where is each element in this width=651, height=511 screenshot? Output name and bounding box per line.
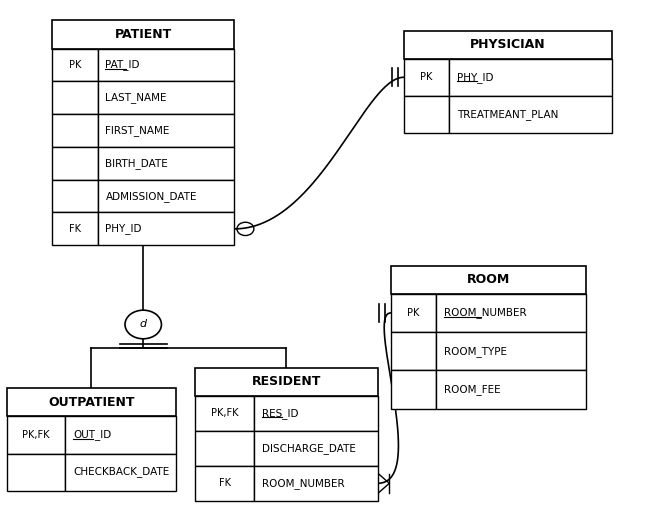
Bar bbox=[404, 31, 612, 59]
Bar bbox=[52, 49, 98, 81]
Bar bbox=[98, 81, 234, 114]
Text: RESIDENT: RESIDENT bbox=[252, 376, 321, 388]
Text: PHY_ID: PHY_ID bbox=[457, 72, 493, 83]
Text: ROOM: ROOM bbox=[467, 273, 510, 286]
Text: OUT_ID: OUT_ID bbox=[73, 430, 111, 440]
Bar bbox=[7, 416, 65, 454]
Bar bbox=[195, 368, 378, 396]
Bar bbox=[65, 416, 176, 454]
Bar bbox=[404, 96, 449, 133]
Bar bbox=[98, 213, 234, 245]
Bar bbox=[195, 466, 254, 501]
Bar bbox=[254, 466, 378, 501]
Bar bbox=[52, 180, 98, 213]
Text: DISCHARGE_DATE: DISCHARGE_DATE bbox=[262, 443, 355, 454]
Bar bbox=[391, 294, 436, 332]
Text: PHY_ID: PHY_ID bbox=[105, 223, 142, 235]
Text: TREATMEANT_PLAN: TREATMEANT_PLAN bbox=[457, 109, 559, 120]
Bar bbox=[52, 114, 98, 147]
Text: RES_ID: RES_ID bbox=[262, 408, 298, 419]
Bar bbox=[65, 454, 176, 491]
Bar bbox=[7, 454, 65, 491]
Bar bbox=[449, 59, 612, 96]
Bar bbox=[391, 370, 436, 409]
Bar bbox=[254, 431, 378, 466]
Bar bbox=[254, 396, 378, 431]
Text: ADMISSION_DATE: ADMISSION_DATE bbox=[105, 191, 197, 201]
Bar bbox=[436, 294, 586, 332]
Text: FK: FK bbox=[69, 224, 81, 234]
Bar bbox=[436, 370, 586, 409]
Bar bbox=[98, 49, 234, 81]
Text: PK,FK: PK,FK bbox=[211, 408, 238, 419]
Text: ROOM_NUMBER: ROOM_NUMBER bbox=[262, 478, 344, 489]
Bar bbox=[98, 180, 234, 213]
Bar bbox=[195, 431, 254, 466]
Text: PK: PK bbox=[68, 60, 81, 70]
Text: FIRST_NAME: FIRST_NAME bbox=[105, 125, 170, 136]
Text: PHYSICIAN: PHYSICIAN bbox=[470, 38, 546, 51]
Bar bbox=[391, 332, 436, 370]
Bar bbox=[52, 213, 98, 245]
Bar bbox=[391, 266, 586, 294]
Bar bbox=[98, 114, 234, 147]
Text: BIRTH_DATE: BIRTH_DATE bbox=[105, 158, 168, 169]
Text: OUTPATIENT: OUTPATIENT bbox=[48, 396, 134, 409]
Bar bbox=[52, 20, 234, 49]
Text: PATIENT: PATIENT bbox=[115, 28, 172, 41]
Bar bbox=[52, 81, 98, 114]
Bar bbox=[449, 96, 612, 133]
Text: LAST_NAME: LAST_NAME bbox=[105, 92, 167, 103]
Text: PK,FK: PK,FK bbox=[22, 430, 49, 440]
Bar bbox=[436, 332, 586, 370]
Text: ROOM_TYPE: ROOM_TYPE bbox=[444, 346, 507, 357]
Text: PK: PK bbox=[420, 72, 433, 82]
Text: d: d bbox=[140, 319, 146, 330]
Text: ROOM_FEE: ROOM_FEE bbox=[444, 384, 501, 395]
Text: FK: FK bbox=[219, 478, 230, 489]
Bar bbox=[52, 147, 98, 180]
Bar bbox=[98, 147, 234, 180]
Text: CHECKBACK_DATE: CHECKBACK_DATE bbox=[73, 467, 169, 477]
Bar bbox=[404, 59, 449, 96]
Text: PAT_ID: PAT_ID bbox=[105, 59, 140, 71]
Text: ROOM_NUMBER: ROOM_NUMBER bbox=[444, 308, 527, 318]
Bar bbox=[195, 396, 254, 431]
Bar bbox=[7, 388, 176, 416]
Text: PK: PK bbox=[407, 308, 420, 318]
